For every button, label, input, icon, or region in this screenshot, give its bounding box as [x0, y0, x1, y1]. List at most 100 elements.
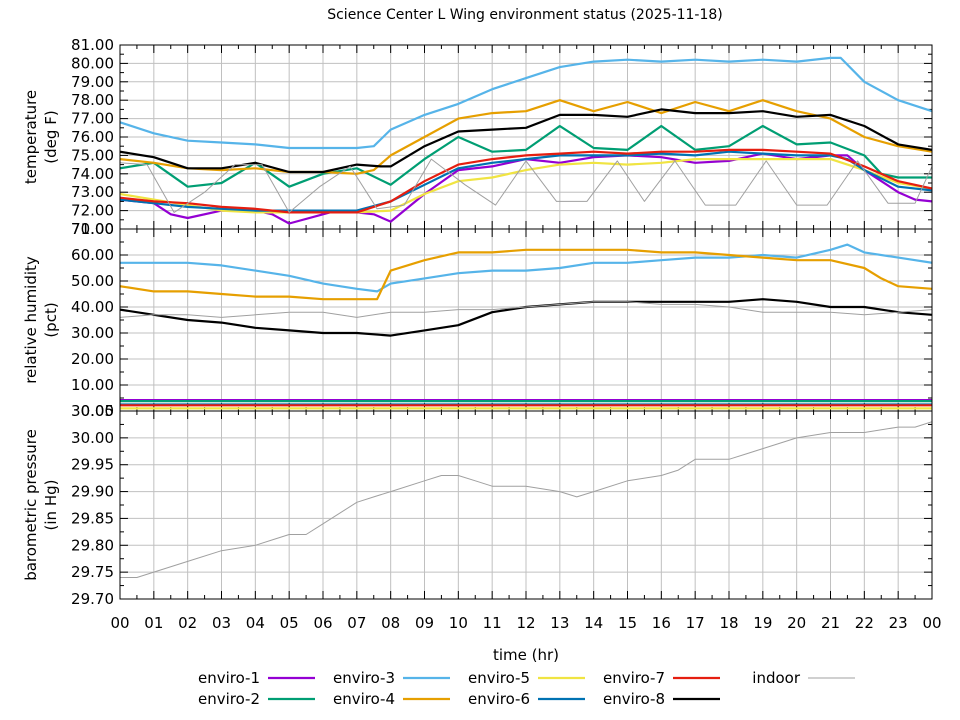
series-enviro-6-temperature: [120, 150, 932, 212]
y-tick-label: 29.75: [71, 563, 114, 581]
legend-label: enviro-4: [333, 690, 395, 708]
y-tick-label: 20.00: [71, 350, 114, 368]
x-tick-label: 23: [889, 614, 908, 632]
x-tick-label: 03: [212, 614, 231, 632]
x-tick-label: 22: [855, 614, 874, 632]
y-axis-label-line: relative humidity: [22, 256, 40, 384]
x-tick-label: 08: [381, 614, 400, 632]
legend-item-enviro-8: enviro-8: [603, 690, 720, 708]
y-tick-label: 78.00: [71, 91, 114, 109]
y-tick-label: 73.00: [71, 183, 114, 201]
legend-item-enviro-7: enviro-7: [603, 669, 720, 687]
x-tick-label: 20: [787, 614, 806, 632]
y-tick-label: 80.00: [71, 54, 114, 72]
x-tick-label: 11: [483, 614, 502, 632]
series-group-temperature: [120, 56, 932, 225]
x-tick-label: 10: [449, 614, 468, 632]
grid-pressure: [120, 411, 932, 599]
legend-item-enviro-2: enviro-2: [198, 690, 315, 708]
series-enviro-4-humidity: [120, 248, 932, 301]
x-tick-label: 00: [922, 614, 941, 632]
x-tick-label: 02: [178, 614, 197, 632]
series-group-pressure: [120, 421, 932, 578]
series-indoor-humidity: [120, 301, 932, 318]
y-tick-label: 76.00: [71, 128, 114, 146]
legend-label: enviro-6: [468, 690, 530, 708]
y-tick-label: 29.95: [71, 456, 114, 474]
y-tick-label: 50.00: [71, 272, 114, 290]
x-tick-label: 17: [686, 614, 705, 632]
x-tick-label: 09: [415, 614, 434, 632]
x-tick-label: 18: [719, 614, 738, 632]
series-group-humidity: [120, 243, 932, 410]
x-tick-label: 14: [584, 614, 603, 632]
series-enviro-7-temperature: [120, 148, 932, 214]
x-tick-label: 01: [144, 614, 163, 632]
y-tick-label: 74.00: [71, 165, 114, 183]
y-axis-label-temperature: temperature (deg F): [22, 90, 60, 184]
y-axis-label-line: barometric pressure: [22, 429, 40, 581]
chart-title: Science Center L Wing environment status…: [327, 7, 723, 23]
legend-item-enviro-1: enviro-1: [198, 669, 315, 687]
x-axis-label: time (hr): [493, 646, 559, 664]
legend-label: enviro-1: [198, 669, 260, 687]
y-tick-label: 72.00: [71, 202, 114, 220]
legend-item-enviro-6: enviro-6: [468, 690, 585, 708]
grid-humidity: [120, 229, 932, 411]
x-tick-label: 21: [821, 614, 840, 632]
legend-label: enviro-8: [603, 690, 665, 708]
y-axis-label-pressure: barometric pressure (in Hg): [22, 429, 60, 581]
y-tick-label: 40.00: [71, 298, 114, 316]
x-tick-label: 07: [347, 614, 366, 632]
y-tick-label: 29.80: [71, 536, 114, 554]
series-enviro-3-humidity: [120, 243, 932, 293]
y-tick-label: 60.00: [71, 246, 114, 264]
y-tick-label: 29.70: [71, 590, 114, 608]
legend-label: enviro-5: [468, 669, 530, 687]
x-tick-label: 05: [280, 614, 299, 632]
y-tick-label: 75.00: [71, 146, 114, 164]
y-axis-label-line: (in Hg): [42, 480, 60, 531]
y-tick-label: 79.00: [71, 73, 114, 91]
plot-frame-pressure: [119, 410, 933, 600]
legend-label: enviro-3: [333, 669, 395, 687]
y-tick-label: 70.00: [71, 220, 114, 238]
legend-label: enviro-2: [198, 690, 260, 708]
panel-pressure: 29.70 29.75 29.80 29.85 29.90 29.95 30.00 30.05…: [22, 402, 933, 608]
x-tick-label: 12: [516, 614, 535, 632]
y-tick-label: 81.00: [71, 36, 114, 54]
y-tick-label: 29.85: [71, 509, 114, 527]
x-tick-label: 00: [110, 614, 129, 632]
y-tick-label: 77.00: [71, 110, 114, 128]
y-axis-label-humidity: relative humidity (pct): [22, 256, 60, 384]
legend-item-indoor: indoor: [752, 669, 855, 687]
y-axis-label-line: (deg F): [42, 110, 60, 163]
y-tick-label: 10.00: [71, 376, 114, 394]
legend-item-enviro-3: enviro-3: [333, 669, 450, 687]
y-tick-label: 0.00: [81, 402, 114, 420]
panel-humidity: 0.00 10.00 20.00 30.00 40.00 50.00 60.00 70.00 r…: [22, 220, 933, 420]
legend: enviro-1 enviro-3 enviro-5 enviro-7 indoor en…: [198, 669, 855, 708]
y-axis-label-line: (pct): [42, 302, 60, 337]
legend-item-enviro-4: enviro-4: [333, 690, 450, 708]
series-enviro-2-temperature: [120, 124, 932, 188]
x-tick-label: 16: [652, 614, 671, 632]
y-tick-label: 30.00: [71, 429, 114, 447]
legend-label: enviro-7: [603, 669, 665, 687]
y-tick-label: 30.05: [71, 402, 114, 420]
y-tick-label: 71.00: [71, 220, 114, 238]
series-enviro-4-temperature: [120, 99, 932, 175]
x-tick-label: 06: [313, 614, 332, 632]
x-tick-label: 19: [753, 614, 772, 632]
legend-item-enviro-5: enviro-5: [468, 669, 585, 687]
legend-label: indoor: [752, 669, 801, 687]
series-indoor-temperature: [120, 158, 932, 213]
series-indoor-pressure: [120, 421, 932, 578]
x-tick-label: 04: [246, 614, 265, 632]
x-tick-label: 15: [618, 614, 637, 632]
series-enviro-3-temperature: [120, 56, 932, 150]
x-tick-label: 13: [550, 614, 569, 632]
y-axis-label-line: temperature: [22, 90, 40, 184]
y-tick-label: 30.00: [71, 324, 114, 342]
